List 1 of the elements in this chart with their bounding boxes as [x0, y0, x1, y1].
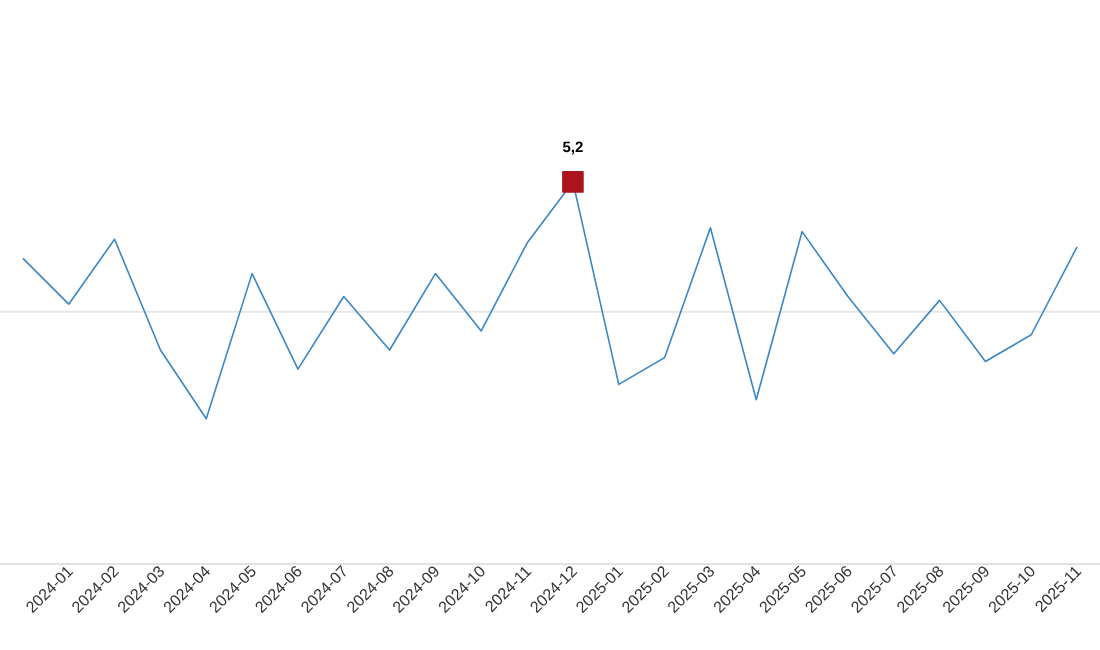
annotation: 5,2 — [562, 141, 583, 155]
